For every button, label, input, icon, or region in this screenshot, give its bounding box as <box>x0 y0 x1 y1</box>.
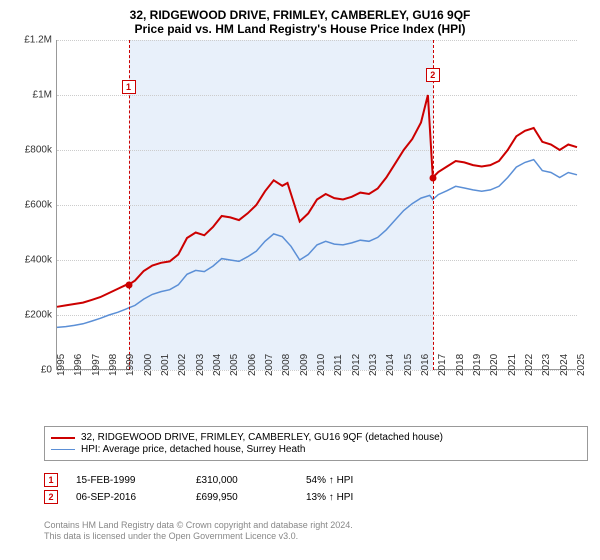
y-tick-label: £800k <box>12 145 52 156</box>
y-tick-label: £1.2M <box>12 35 52 46</box>
y-tick-label: £1M <box>12 90 52 101</box>
marker-box-1: 1 <box>122 80 136 94</box>
transaction-date: 06-SEP-2016 <box>76 492 196 503</box>
transaction-row: 1 15-FEB-1999£310,00054% ↑ HPI <box>44 473 426 487</box>
marker-line-2 <box>433 40 434 370</box>
transaction-row: 2 06-SEP-2016£699,95013% ↑ HPI <box>44 490 426 504</box>
series-price_paid <box>57 95 577 307</box>
transaction-marker: 2 <box>44 490 58 504</box>
x-tick-label: 2025 <box>576 354 600 376</box>
marker-box-2: 2 <box>426 68 440 82</box>
y-tick-label: £400k <box>12 255 52 266</box>
transactions-table: 1 15-FEB-1999£310,00054% ↑ HPI 2 06-SEP-201… <box>44 470 426 507</box>
transaction-price: £310,000 <box>196 475 306 486</box>
transaction-price: £699,950 <box>196 492 306 503</box>
chart-area: 12 £0£200k£400k£600k£800k£1M£1.2M 199519… <box>12 40 588 420</box>
title-line-1: 32, RIDGEWOOD DRIVE, FRIMLEY, CAMBERLEY,… <box>12 8 588 22</box>
legend-label: 32, RIDGEWOOD DRIVE, FRIMLEY, CAMBERLEY,… <box>81 432 443 443</box>
transaction-marker: 1 <box>44 473 58 487</box>
transaction-pct: 13% ↑ HPI <box>306 492 426 503</box>
marker-dot-2 <box>429 174 436 181</box>
legend-row: 32, RIDGEWOOD DRIVE, FRIMLEY, CAMBERLEY,… <box>51 432 581 443</box>
y-tick-label: £200k <box>12 310 52 321</box>
chart-title: 32, RIDGEWOOD DRIVE, FRIMLEY, CAMBERLEY,… <box>12 8 588 36</box>
title-line-2: Price paid vs. HM Land Registry's House … <box>12 22 588 36</box>
plot-region: 12 <box>56 40 576 370</box>
footer-line-2: This data is licensed under the Open Gov… <box>44 531 353 542</box>
legend-label: HPI: Average price, detached house, Surr… <box>81 444 305 455</box>
footer-line-1: Contains HM Land Registry data © Crown c… <box>44 520 353 531</box>
legend-swatch <box>51 449 75 450</box>
transaction-pct: 54% ↑ HPI <box>306 475 426 486</box>
legend-swatch <box>51 437 75 439</box>
legend: 32, RIDGEWOOD DRIVE, FRIMLEY, CAMBERLEY,… <box>44 426 588 461</box>
legend-row: HPI: Average price, detached house, Surr… <box>51 444 581 455</box>
series-hpi <box>57 160 577 328</box>
y-tick-label: £0 <box>12 365 52 376</box>
y-tick-label: £600k <box>12 200 52 211</box>
marker-dot-1 <box>125 281 132 288</box>
footer-attribution: Contains HM Land Registry data © Crown c… <box>44 520 353 542</box>
transaction-date: 15-FEB-1999 <box>76 475 196 486</box>
